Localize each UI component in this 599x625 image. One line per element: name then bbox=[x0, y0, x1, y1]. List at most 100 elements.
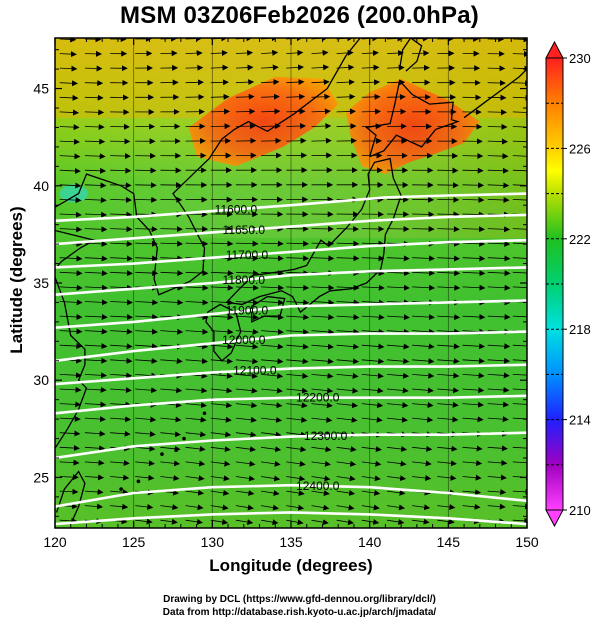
wind-arrow bbox=[512, 140, 527, 143]
wind-arrow bbox=[135, 255, 159, 262]
wind-arrow bbox=[437, 314, 461, 321]
wind-arrow bbox=[59, 80, 78, 87]
wind-arrow bbox=[487, 109, 507, 116]
wind-arrow bbox=[160, 299, 184, 306]
wind-arrow bbox=[261, 431, 282, 438]
wind-arrow bbox=[361, 446, 382, 453]
wind-arrow bbox=[235, 489, 255, 496]
wind-arrow bbox=[210, 240, 234, 247]
island-dot bbox=[182, 436, 186, 441]
wind-arrow bbox=[235, 372, 258, 379]
contour-label: 12100.0 bbox=[233, 363, 277, 377]
wind-arrow bbox=[160, 255, 184, 262]
x-axis-label: Longitude (degrees) bbox=[209, 556, 373, 575]
wind-arrow bbox=[84, 94, 104, 101]
wind-arrow bbox=[235, 328, 259, 335]
wind-arrow bbox=[210, 358, 234, 365]
wind-arrow bbox=[512, 488, 527, 495]
wind-arrow bbox=[512, 445, 527, 452]
wind-arrow bbox=[361, 93, 381, 100]
wind-arrow bbox=[412, 402, 434, 409]
wind-arrow bbox=[412, 226, 435, 233]
wind-arrow bbox=[261, 387, 283, 394]
wind-arrow bbox=[311, 328, 335, 335]
wind-arrow bbox=[110, 460, 130, 466]
contour-label: 11650.0 bbox=[223, 223, 266, 237]
wind-arrow bbox=[487, 138, 508, 145]
wind-arrow bbox=[185, 431, 207, 438]
colorbar-tick-label: 218 bbox=[569, 322, 591, 337]
wind-arrow bbox=[311, 372, 334, 379]
wind-arrow bbox=[210, 416, 232, 423]
wind-arrow bbox=[84, 167, 107, 174]
wind-arrow bbox=[110, 182, 132, 189]
wind-arrow bbox=[59, 153, 81, 160]
wind-arrow bbox=[185, 79, 204, 86]
contour-line bbox=[55, 511, 527, 526]
wind-arrow bbox=[386, 475, 407, 482]
wind-arrow bbox=[110, 328, 133, 335]
wind-arrow bbox=[160, 387, 183, 394]
wind-arrow bbox=[336, 49, 354, 56]
wind-arrow bbox=[311, 137, 332, 144]
wind-arrow bbox=[286, 387, 308, 394]
wind-arrow bbox=[160, 196, 183, 203]
wind-arrow bbox=[160, 358, 183, 365]
wind-arrow bbox=[261, 93, 280, 100]
contour-line bbox=[55, 266, 527, 296]
contour-label: 11900.0 bbox=[226, 304, 269, 318]
wind-arrow bbox=[512, 109, 527, 116]
wind-arrow bbox=[336, 255, 360, 262]
wind-arrow bbox=[462, 474, 482, 481]
wind-arrow bbox=[210, 108, 231, 115]
wind-arrow bbox=[261, 460, 281, 467]
wind-arrow bbox=[361, 240, 385, 247]
wind-arrow bbox=[311, 299, 335, 306]
wind-arrow bbox=[135, 196, 158, 203]
y-tick-label: 45 bbox=[33, 81, 49, 97]
wind-arrow bbox=[210, 64, 229, 71]
wind-arrow bbox=[286, 358, 309, 365]
wind-arrow bbox=[84, 255, 108, 262]
wind-arrow bbox=[135, 270, 159, 277]
wind-arrow bbox=[210, 299, 234, 306]
wind-arrow bbox=[235, 314, 259, 321]
wind-arrow bbox=[311, 416, 333, 423]
wind-arrow bbox=[185, 416, 207, 423]
wind-arrow bbox=[84, 299, 108, 306]
wind-arrow bbox=[336, 123, 357, 130]
wind-arrow bbox=[286, 284, 310, 291]
wind-arrow bbox=[160, 504, 179, 511]
wind-arrow bbox=[59, 65, 78, 72]
wind-arrow bbox=[210, 402, 233, 409]
wind-arrow bbox=[286, 431, 307, 438]
wind-arrow bbox=[261, 49, 279, 56]
wind-arrow bbox=[311, 240, 335, 247]
credit-drawing: Drawing by DCL (https://www.gfd-dennou.o… bbox=[163, 594, 436, 605]
wind-arrow bbox=[135, 226, 158, 233]
wind-arrow bbox=[437, 401, 459, 408]
wind-arrow bbox=[311, 519, 329, 526]
wind-arrow bbox=[261, 270, 284, 277]
x-axis: 120 125 130 135 140 145 150 bbox=[43, 38, 539, 550]
wind-arrow bbox=[135, 387, 158, 394]
wind-arrow bbox=[386, 460, 407, 467]
wind-arrow bbox=[462, 372, 485, 379]
wind-arrow bbox=[336, 79, 355, 86]
wind-arrow bbox=[462, 401, 484, 408]
wind-arrow bbox=[311, 123, 332, 130]
wind-arrow bbox=[261, 137, 282, 144]
wind-arrow bbox=[286, 93, 306, 100]
wind-arrow bbox=[311, 64, 330, 71]
wind-arrow bbox=[386, 64, 405, 71]
wind-arrow bbox=[59, 211, 82, 218]
wind-arrow bbox=[185, 387, 208, 394]
wind-arrow bbox=[235, 504, 254, 511]
wind-arrow bbox=[437, 284, 461, 291]
wind-arrow bbox=[487, 386, 510, 393]
contour-line bbox=[55, 192, 527, 223]
wind-arrow bbox=[512, 459, 527, 466]
wind-arrow bbox=[261, 372, 284, 379]
wind-arrow bbox=[84, 211, 108, 218]
wind-arrow bbox=[261, 255, 284, 262]
